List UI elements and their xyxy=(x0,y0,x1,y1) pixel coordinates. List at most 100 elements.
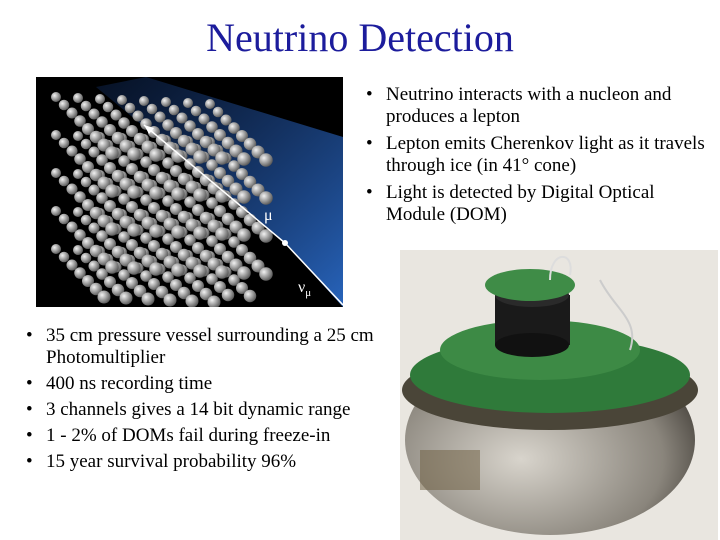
sensor-sphere xyxy=(111,207,125,221)
sensor-sphere xyxy=(51,168,61,178)
sensor-sphere xyxy=(183,98,193,108)
sensor-sphere xyxy=(170,241,182,253)
sensor-sphere xyxy=(140,270,152,282)
sensor-sphere xyxy=(140,232,152,244)
sensor-sphere xyxy=(237,190,251,204)
sensor-sphere xyxy=(171,149,185,163)
sensor-sphere xyxy=(66,221,78,233)
sensor-sphere xyxy=(193,264,207,278)
sensor-sphere xyxy=(162,157,174,169)
sensor-sphere xyxy=(215,227,229,241)
sensor-sphere xyxy=(193,150,207,164)
sensor-sphere xyxy=(74,229,86,241)
sensor-sphere xyxy=(170,279,182,291)
sensor-sphere xyxy=(192,242,204,254)
sensor-sphere xyxy=(237,152,251,166)
sensor-sphere xyxy=(184,272,196,284)
sensor-sphere xyxy=(221,212,235,226)
sensor-sphere xyxy=(105,222,119,236)
sensor-sphere xyxy=(89,282,103,296)
sensor-sphere xyxy=(111,245,125,259)
sensor-sphere xyxy=(89,244,103,258)
sensor-sphere xyxy=(199,287,213,301)
sensor-sphere xyxy=(228,160,240,172)
sensor-sphere xyxy=(192,204,204,216)
sensor-sphere xyxy=(141,292,155,306)
neutrino-symbol: ν xyxy=(298,279,305,296)
sensor-sphere xyxy=(126,163,138,175)
sensor-sphere xyxy=(214,281,226,293)
sensor-sphere xyxy=(104,124,116,136)
bullet-item: Lepton emits Cherenkov light as it trave… xyxy=(366,133,706,177)
sensor-sphere xyxy=(199,211,213,225)
sensor-sphere xyxy=(140,194,152,206)
sensor-sphere xyxy=(118,269,130,281)
sensor-sphere xyxy=(168,104,180,116)
sensor-sphere xyxy=(236,130,248,142)
sensor-sphere xyxy=(199,173,213,187)
sensor-sphere xyxy=(170,203,182,215)
sensor-sphere xyxy=(139,96,149,106)
sensor-sphere xyxy=(177,172,191,186)
sensor-sphere xyxy=(146,103,158,115)
sensor-sphere xyxy=(221,288,235,302)
sensor-sphere xyxy=(58,137,70,149)
sensor-sphere xyxy=(80,252,92,264)
sensor-sphere xyxy=(215,189,229,203)
sensor-sphere xyxy=(104,200,116,212)
sensor-sphere xyxy=(259,229,273,243)
sensor-sphere xyxy=(221,250,235,264)
sensor-sphere xyxy=(133,246,147,260)
sensor-sphere xyxy=(184,196,196,208)
sensor-sphere xyxy=(88,108,100,120)
sensor-sphere xyxy=(148,164,160,176)
sensor-sphere xyxy=(74,115,86,127)
sensor-sphere xyxy=(82,199,94,211)
sensor-sphere xyxy=(228,122,240,134)
sensor-sphere xyxy=(162,233,174,245)
sensor-sphere xyxy=(243,289,257,303)
sensor-sphere xyxy=(105,260,119,274)
sensor-sphere xyxy=(176,112,188,124)
sensor-sphere xyxy=(214,205,226,217)
sensor-sphere xyxy=(89,168,103,182)
sensor-sphere xyxy=(80,214,92,226)
sensor-sphere xyxy=(154,111,166,123)
muon-label: μ xyxy=(264,207,273,224)
sensor-sphere xyxy=(88,222,100,234)
sensor-sphere xyxy=(155,209,169,223)
neutrino-subscript: μ xyxy=(305,287,311,299)
sensor-sphere xyxy=(221,174,235,188)
sensor-sphere xyxy=(82,123,94,135)
sensor-sphere xyxy=(118,231,130,243)
sensor-sphere xyxy=(73,93,83,103)
sensor-sphere xyxy=(215,151,229,165)
sensor-sphere xyxy=(95,94,105,104)
sensor-sphere xyxy=(163,293,177,307)
sensor-sphere xyxy=(133,170,147,184)
sensor-sphere xyxy=(97,290,111,304)
sensor-sphere xyxy=(207,295,221,307)
sensor-sphere xyxy=(118,193,130,205)
sensor-sphere xyxy=(237,228,251,242)
sensor-sphere xyxy=(58,99,70,111)
sensor-sphere xyxy=(206,273,218,285)
sensor-sphere xyxy=(228,274,240,286)
sensor-sphere xyxy=(162,195,174,207)
sensor-sphere xyxy=(66,107,78,119)
top-bullet-list: Neutrino interacts with a nucleon and pr… xyxy=(366,84,706,231)
sensor-sphere xyxy=(58,175,70,187)
sensor-sphere xyxy=(96,192,108,204)
sensor-sphere xyxy=(214,243,226,255)
sensor-sphere xyxy=(117,95,127,105)
sensor-sphere xyxy=(74,267,86,279)
sensor-sphere xyxy=(236,168,248,180)
sensor-sphere xyxy=(104,238,116,250)
sensor-sphere xyxy=(88,184,100,196)
sensor-sphere xyxy=(140,156,152,168)
sensor-sphere xyxy=(66,259,78,271)
sensor-sphere xyxy=(58,251,70,263)
sensor-sphere xyxy=(148,240,160,252)
sensor-sphere xyxy=(206,159,218,171)
sensor-sphere xyxy=(82,237,94,249)
